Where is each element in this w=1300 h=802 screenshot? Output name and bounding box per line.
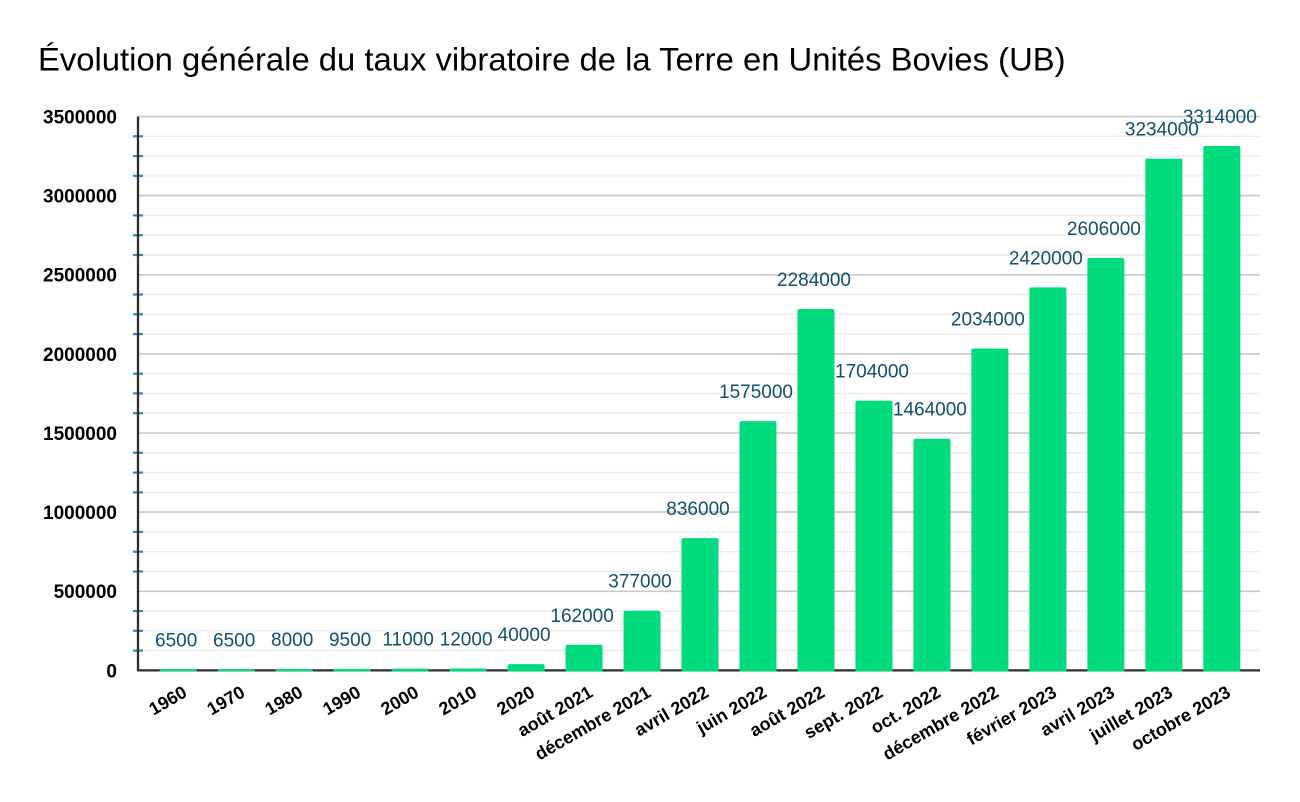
svg-text:6500: 6500 — [155, 630, 197, 651]
svg-text:1000000: 1000000 — [43, 503, 117, 524]
svg-text:40000: 40000 — [498, 625, 551, 646]
svg-text:2420000: 2420000 — [1009, 248, 1083, 269]
svg-text:1704000: 1704000 — [835, 362, 909, 383]
svg-text:500000: 500000 — [54, 582, 117, 603]
svg-text:Évolution générale du taux vib: Évolution générale du taux vibratoire de… — [38, 40, 1066, 77]
svg-text:3314000: 3314000 — [1183, 107, 1257, 128]
svg-text:2606000: 2606000 — [1067, 219, 1141, 240]
svg-text:1500000: 1500000 — [43, 424, 117, 445]
svg-text:377000: 377000 — [608, 572, 671, 593]
svg-text:3234000: 3234000 — [1125, 120, 1199, 141]
svg-text:2034000: 2034000 — [951, 310, 1025, 331]
svg-text:1464000: 1464000 — [893, 400, 967, 421]
svg-text:836000: 836000 — [666, 499, 729, 520]
svg-text:3500000: 3500000 — [43, 107, 117, 128]
svg-text:2500000: 2500000 — [43, 266, 117, 287]
svg-text:162000: 162000 — [550, 606, 613, 627]
svg-text:8000: 8000 — [271, 630, 313, 651]
svg-text:2284000: 2284000 — [777, 270, 851, 291]
svg-text:12000: 12000 — [440, 630, 493, 651]
svg-text:2000000: 2000000 — [43, 345, 117, 366]
svg-text:6500: 6500 — [213, 630, 255, 651]
svg-text:0: 0 — [106, 661, 117, 682]
svg-text:3000000: 3000000 — [43, 187, 117, 208]
svg-text:11000: 11000 — [382, 630, 433, 651]
svg-text:9500: 9500 — [329, 630, 371, 651]
svg-text:1575000: 1575000 — [719, 382, 793, 403]
